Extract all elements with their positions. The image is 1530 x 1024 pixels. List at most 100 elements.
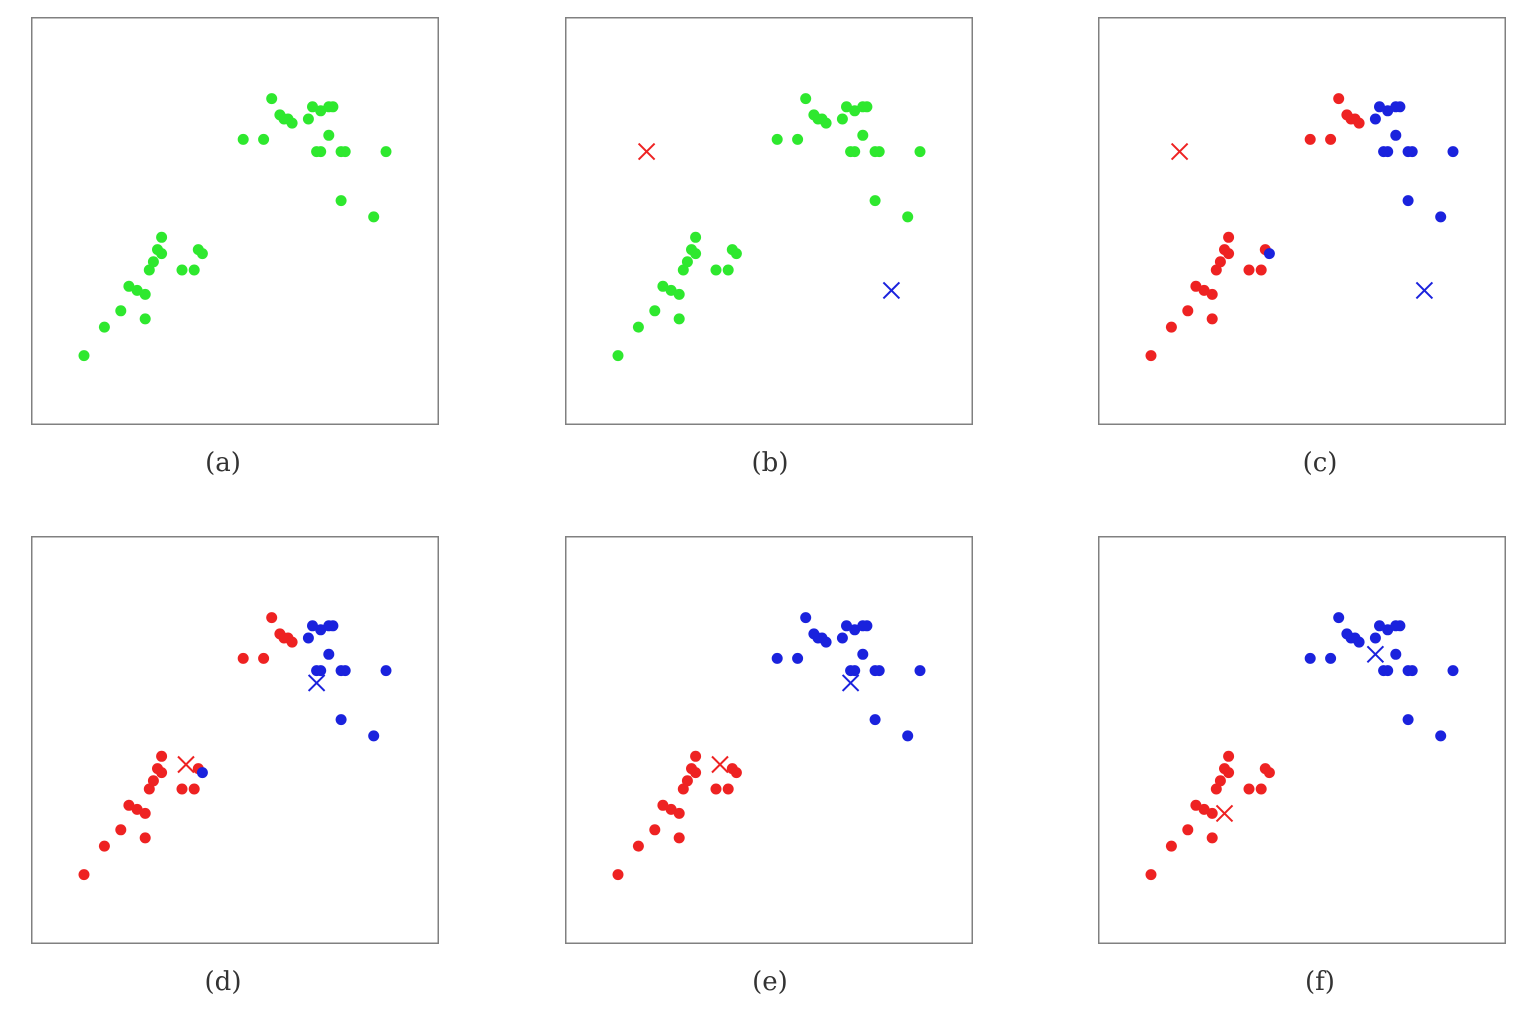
data-point bbox=[1402, 714, 1414, 726]
data-point bbox=[1447, 665, 1459, 677]
data-point bbox=[307, 101, 318, 113]
data-point bbox=[681, 256, 693, 268]
data-point bbox=[902, 211, 914, 223]
data-point bbox=[274, 109, 286, 121]
centroid-marker-red bbox=[177, 755, 195, 774]
data-point bbox=[771, 133, 783, 145]
data-point bbox=[792, 133, 804, 145]
data-point bbox=[857, 620, 869, 632]
data-point bbox=[1182, 305, 1194, 317]
centroid-marker-blue bbox=[841, 674, 860, 692]
data-point bbox=[323, 620, 335, 632]
data-point bbox=[98, 321, 110, 333]
data-point bbox=[849, 665, 861, 677]
data-point bbox=[380, 146, 392, 158]
data-point bbox=[820, 636, 832, 648]
data-point bbox=[730, 248, 742, 260]
data-point bbox=[1390, 648, 1402, 660]
data-point bbox=[1243, 783, 1255, 795]
data-point bbox=[266, 612, 278, 624]
panel-caption: (c) bbox=[1302, 448, 1338, 478]
data-point bbox=[914, 146, 926, 158]
data-point bbox=[1341, 628, 1353, 640]
data-point bbox=[152, 244, 163, 256]
data-point bbox=[156, 231, 168, 243]
data-point bbox=[612, 869, 624, 881]
data-point bbox=[323, 648, 335, 660]
data-point bbox=[649, 824, 661, 836]
data-point bbox=[686, 244, 697, 256]
data-point bbox=[115, 305, 127, 317]
data-point bbox=[1255, 264, 1267, 276]
data-point bbox=[1325, 652, 1337, 664]
data-point bbox=[673, 807, 685, 819]
data-point bbox=[196, 767, 208, 779]
data-point bbox=[1435, 211, 1447, 223]
scatter-panel bbox=[1098, 536, 1506, 944]
data-point bbox=[649, 305, 661, 317]
data-point bbox=[237, 652, 249, 664]
data-point bbox=[156, 750, 168, 762]
data-point bbox=[1374, 620, 1385, 632]
data-point bbox=[800, 612, 812, 624]
data-point bbox=[1210, 783, 1222, 795]
data-point bbox=[286, 117, 298, 129]
centroid-marker-blue bbox=[882, 281, 901, 300]
centroid-marker-red bbox=[711, 755, 729, 774]
panel-caption: (e) bbox=[752, 967, 788, 997]
data-point bbox=[368, 211, 380, 223]
data-point bbox=[1190, 799, 1202, 811]
data-point bbox=[1333, 93, 1345, 105]
data-point bbox=[808, 628, 820, 640]
data-point bbox=[914, 665, 926, 677]
data-point bbox=[1206, 313, 1218, 325]
data-point bbox=[1390, 129, 1402, 141]
data-point bbox=[315, 665, 327, 677]
data-point bbox=[188, 783, 200, 795]
data-point bbox=[800, 93, 812, 105]
data-point bbox=[1325, 133, 1337, 145]
data-point bbox=[722, 264, 734, 276]
data-point bbox=[857, 101, 869, 113]
data-point bbox=[266, 93, 278, 105]
data-point bbox=[1223, 750, 1235, 762]
data-point bbox=[1390, 101, 1402, 113]
data-point bbox=[1190, 280, 1202, 292]
data-point bbox=[836, 113, 848, 125]
data-point bbox=[1382, 665, 1394, 677]
data-point bbox=[315, 146, 327, 158]
data-point bbox=[147, 256, 159, 268]
data-point bbox=[152, 763, 163, 775]
data-point bbox=[673, 288, 685, 300]
data-point bbox=[1214, 775, 1226, 787]
data-point bbox=[1145, 869, 1157, 881]
scatter-panel bbox=[565, 17, 973, 425]
data-point bbox=[147, 775, 159, 787]
data-point bbox=[1243, 264, 1255, 276]
data-point bbox=[657, 799, 669, 811]
data-point bbox=[139, 832, 151, 844]
data-point bbox=[1406, 665, 1418, 677]
data-point bbox=[1304, 133, 1316, 145]
data-point bbox=[1214, 256, 1226, 268]
data-point bbox=[841, 620, 852, 632]
data-point bbox=[857, 648, 869, 660]
data-point bbox=[792, 652, 804, 664]
data-point bbox=[1304, 652, 1316, 664]
data-point bbox=[690, 750, 702, 762]
data-point bbox=[368, 730, 380, 742]
data-point bbox=[139, 288, 151, 300]
data-point bbox=[1341, 109, 1353, 121]
centroid-marker-blue bbox=[1366, 645, 1385, 664]
data-point bbox=[1255, 783, 1267, 795]
data-point bbox=[1165, 321, 1177, 333]
data-point bbox=[1447, 146, 1459, 158]
data-point bbox=[274, 628, 286, 640]
panel-caption: (f) bbox=[1305, 967, 1335, 997]
data-point bbox=[1145, 350, 1157, 362]
panel-caption: (d) bbox=[204, 967, 242, 997]
data-point bbox=[323, 129, 335, 141]
scatter-plot bbox=[565, 536, 973, 944]
data-point bbox=[335, 714, 347, 726]
data-point bbox=[78, 869, 90, 881]
